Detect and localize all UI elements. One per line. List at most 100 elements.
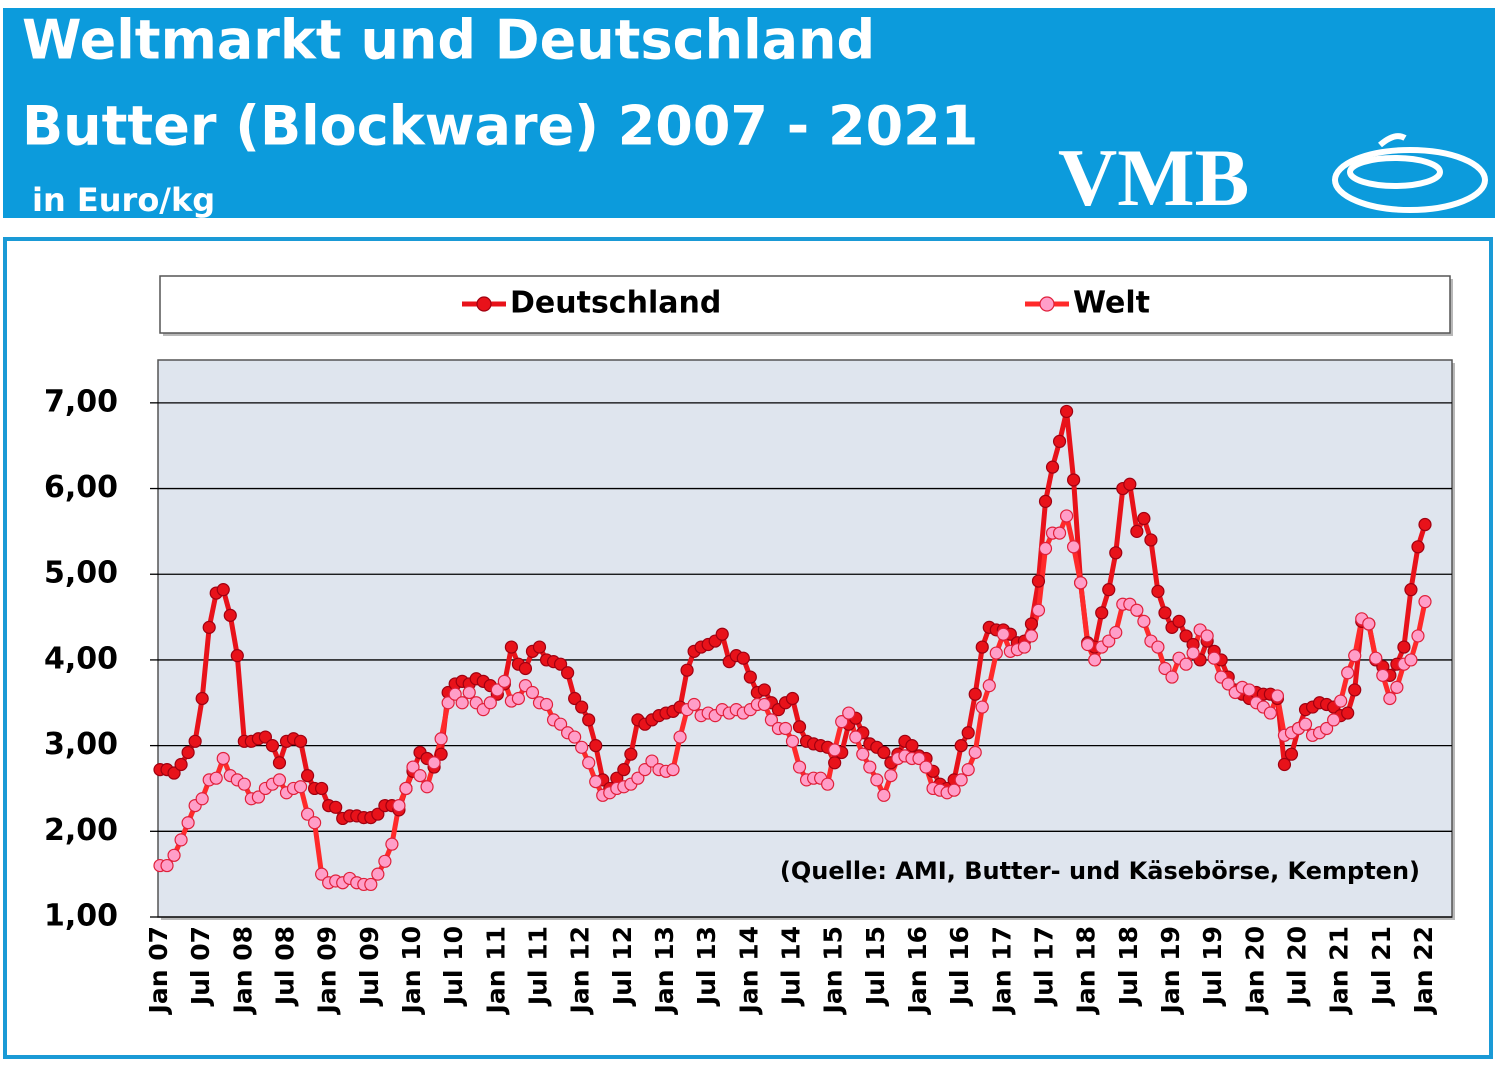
data-point <box>181 816 195 830</box>
x-tick-label: Jan 22 <box>1409 926 1438 1015</box>
data-point <box>954 739 968 753</box>
data-point <box>835 715 849 729</box>
chart-subtitle: Butter (Blockware) 2007 - 2021 <box>22 95 978 158</box>
data-point <box>413 769 427 783</box>
data-point <box>1102 583 1116 597</box>
data-point <box>1411 540 1425 554</box>
data-point <box>293 734 308 748</box>
data-point <box>849 730 863 744</box>
x-tick-label: Jul 08 <box>271 926 300 1007</box>
data-point <box>736 651 750 665</box>
data-point <box>828 743 842 757</box>
x-tick-label: Jan 07 <box>144 926 173 1015</box>
data-point <box>1165 670 1179 684</box>
plot-area <box>157 359 1453 918</box>
x-tick-label: Jan 13 <box>650 926 679 1015</box>
data-point <box>877 745 891 760</box>
x-tick-label: Jan 21 <box>1325 926 1354 1015</box>
data-point <box>441 696 455 710</box>
logo-swirl <box>1332 133 1488 213</box>
data-point <box>1109 625 1123 640</box>
data-point <box>237 777 251 791</box>
data-point <box>174 757 188 772</box>
data-point <box>1081 637 1095 652</box>
data-point <box>1320 721 1334 736</box>
data-point <box>687 697 701 712</box>
data-point <box>1024 629 1039 643</box>
x-tick-label: Jul 13 <box>692 926 721 1007</box>
data-point <box>1158 606 1172 620</box>
data-point <box>434 747 448 761</box>
data-point <box>1334 694 1348 708</box>
data-point <box>785 734 800 748</box>
data-point <box>1059 404 1074 419</box>
data-point <box>371 867 385 881</box>
data-point <box>961 763 975 777</box>
y-tick-label: 6,00 <box>44 470 118 505</box>
data-point <box>582 756 596 770</box>
data-point <box>406 760 420 774</box>
x-tick-label: Jan 11 <box>481 926 510 1015</box>
legend-marker <box>476 296 492 312</box>
data-point <box>617 763 631 777</box>
data-point <box>1200 629 1214 643</box>
legend-label: Welt <box>1073 286 1150 321</box>
data-point <box>1207 651 1221 665</box>
x-tick-label: Jul 20 <box>1283 926 1312 1007</box>
data-point <box>1270 689 1285 703</box>
data-point <box>1151 640 1165 654</box>
data-point <box>961 726 975 740</box>
data-point <box>258 730 273 744</box>
data-point <box>1369 651 1383 665</box>
y-tick-label: 1,00 <box>44 899 118 934</box>
data-point <box>631 771 645 785</box>
data-point <box>371 807 385 821</box>
data-point <box>1418 517 1432 532</box>
data-point <box>1052 434 1067 449</box>
data-point <box>553 717 568 731</box>
data-point <box>329 800 343 814</box>
data-point <box>568 730 582 744</box>
data-point <box>792 720 807 734</box>
data-point <box>1327 713 1341 727</box>
data-point <box>385 837 399 851</box>
data-point <box>919 760 933 774</box>
data-point <box>989 646 1003 660</box>
data-point <box>785 691 800 706</box>
data-point <box>1130 603 1144 617</box>
data-point <box>582 713 596 727</box>
data-point <box>1024 617 1039 631</box>
x-tick-label: Jul 18 <box>1114 926 1143 1007</box>
data-point <box>743 670 757 684</box>
data-point <box>624 747 638 761</box>
data-point <box>680 663 694 677</box>
data-point <box>174 833 188 847</box>
data-point <box>856 747 870 761</box>
y-tick-label: 2,00 <box>44 813 118 848</box>
data-point <box>518 661 533 676</box>
logo: VMB <box>1058 132 1249 223</box>
y-tick-label: 7,00 <box>44 384 118 419</box>
data-point <box>1102 634 1116 648</box>
data-point <box>1418 595 1432 609</box>
data-point <box>877 788 891 802</box>
data-point <box>1130 524 1144 538</box>
data-point <box>315 867 329 881</box>
data-point <box>209 771 223 785</box>
data-point <box>1348 649 1362 663</box>
data-point <box>300 807 315 821</box>
data-point <box>673 730 687 744</box>
data-point <box>1059 509 1074 523</box>
data-point <box>497 674 511 688</box>
data-point <box>1362 617 1376 631</box>
data-point <box>1151 584 1165 598</box>
data-point <box>420 780 434 794</box>
data-point <box>589 775 603 789</box>
data-point <box>757 697 771 712</box>
data-point <box>778 721 793 736</box>
data-point <box>1031 574 1046 588</box>
data-point <box>842 706 856 720</box>
x-tick-label: Jan 18 <box>1072 926 1101 1015</box>
data-point <box>1397 640 1411 654</box>
data-point <box>195 792 209 806</box>
